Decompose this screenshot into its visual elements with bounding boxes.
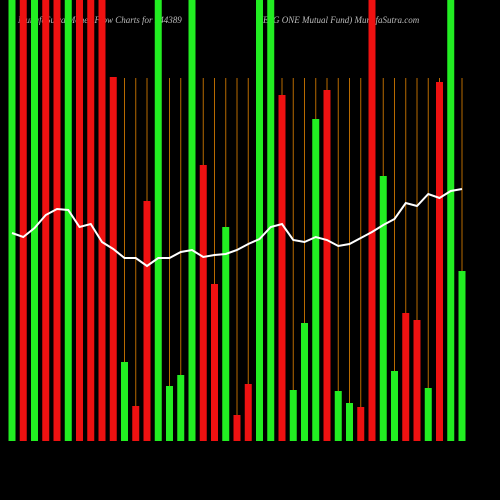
bar	[413, 320, 421, 441]
bar	[346, 403, 353, 441]
bar	[391, 371, 398, 441]
bar	[211, 284, 218, 441]
bar	[447, 0, 455, 441]
bar	[233, 415, 241, 441]
bar	[334, 391, 342, 441]
bar	[76, 0, 83, 441]
bar	[53, 0, 61, 441]
bar	[188, 0, 196, 441]
bar	[19, 0, 27, 441]
bar	[289, 390, 297, 441]
bar	[222, 227, 230, 441]
bar	[323, 90, 331, 441]
bar	[301, 323, 308, 441]
bar	[177, 375, 185, 441]
bar	[368, 0, 376, 441]
bar	[154, 0, 162, 441]
bar	[244, 384, 252, 441]
bar	[278, 95, 286, 441]
bar	[199, 165, 207, 441]
bar	[87, 0, 95, 441]
flow-line	[11, 188, 463, 268]
bar	[312, 119, 320, 441]
bar	[42, 0, 50, 441]
bar	[64, 0, 72, 441]
bar	[436, 82, 443, 441]
bar	[132, 406, 140, 441]
bar	[357, 407, 365, 441]
bar	[267, 0, 275, 441]
bar	[256, 0, 263, 441]
chart-subtitle: (ESG ONE Mutual Fund) MunafaSutra.com	[260, 15, 420, 25]
bar	[166, 386, 173, 441]
bar	[143, 201, 151, 441]
bar	[31, 0, 38, 441]
bar	[8, 0, 16, 441]
bar	[379, 176, 387, 441]
bar	[424, 388, 432, 441]
bar	[121, 362, 128, 441]
bar	[402, 313, 410, 441]
bar	[109, 77, 117, 441]
bar	[98, 0, 106, 441]
bar	[458, 271, 466, 441]
